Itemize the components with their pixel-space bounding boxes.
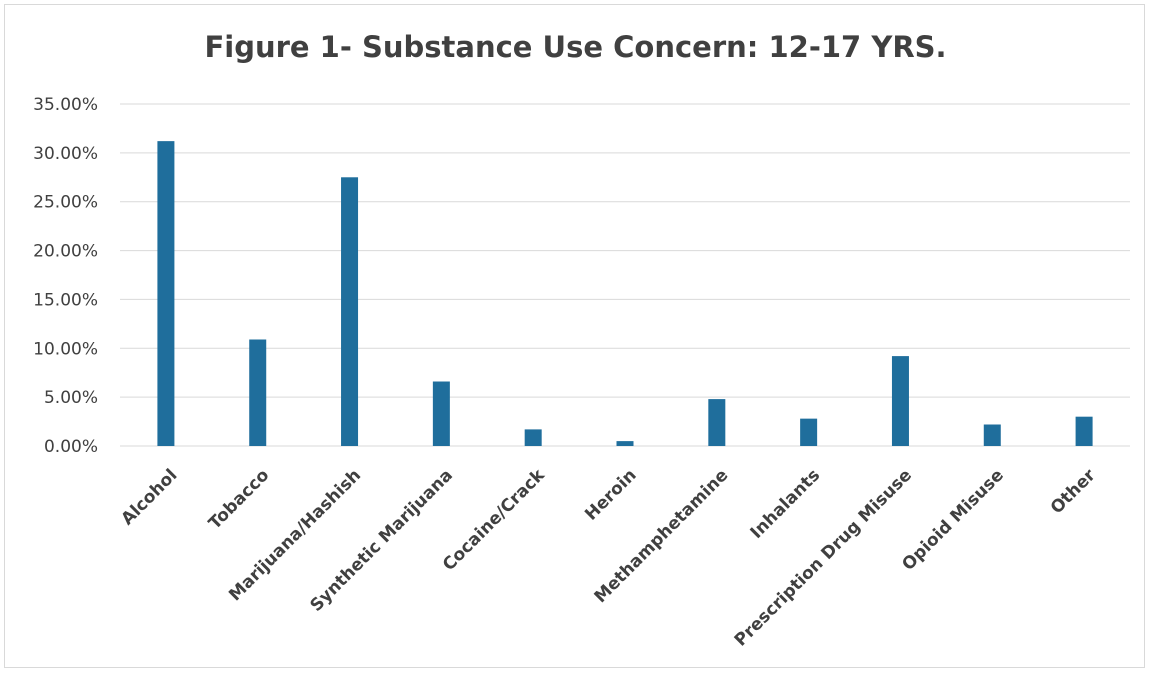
bar	[524, 429, 542, 446]
y-tick-label: 10.00%	[33, 339, 98, 359]
bar	[891, 356, 909, 446]
bars	[157, 141, 1093, 447]
y-tick-label: 0.00%	[44, 437, 98, 457]
bar	[1075, 416, 1093, 446]
x-category-label: Opioid Misuse	[898, 465, 1007, 574]
x-category-label: Heroin	[581, 465, 640, 524]
bar	[432, 381, 450, 446]
chart-frame	[4, 4, 1145, 668]
x-category-label: Alcohol	[118, 465, 182, 529]
x-category-label: Inhalants	[747, 465, 825, 543]
y-tick-label: 15.00%	[33, 290, 98, 310]
x-category-label: Tobacco	[205, 465, 273, 533]
x-category-label: Prescription Drug Misuse	[731, 465, 916, 650]
bar	[341, 177, 359, 447]
y-tick-label: 20.00%	[33, 242, 98, 262]
y-tick-label: 5.00%	[44, 388, 98, 408]
bar	[708, 399, 726, 446]
x-axis-category-labels: Alcohol TobaccoMarijuana/HashishSynthetic…	[118, 465, 1101, 651]
gridlines	[120, 103, 1130, 447]
chart-title: Figure 1- Substance Use Concern: 12-17 Y…	[204, 30, 947, 64]
y-tick-label: 35.00%	[33, 95, 98, 115]
x-category-label: Other	[1047, 465, 1100, 518]
x-category-label: Cocaine/Crack	[439, 465, 549, 575]
bar	[983, 424, 1001, 446]
y-tick-label: 30.00%	[33, 144, 98, 164]
bar	[249, 339, 267, 446]
y-tick-label: 25.00%	[33, 193, 98, 213]
bar	[157, 141, 175, 447]
bar	[616, 441, 634, 446]
y-axis-tick-labels: 0.00% 5.00% 10.00% 15.00% 20.00% 25.00% 30.00%…	[33, 95, 98, 457]
bar	[800, 418, 818, 446]
